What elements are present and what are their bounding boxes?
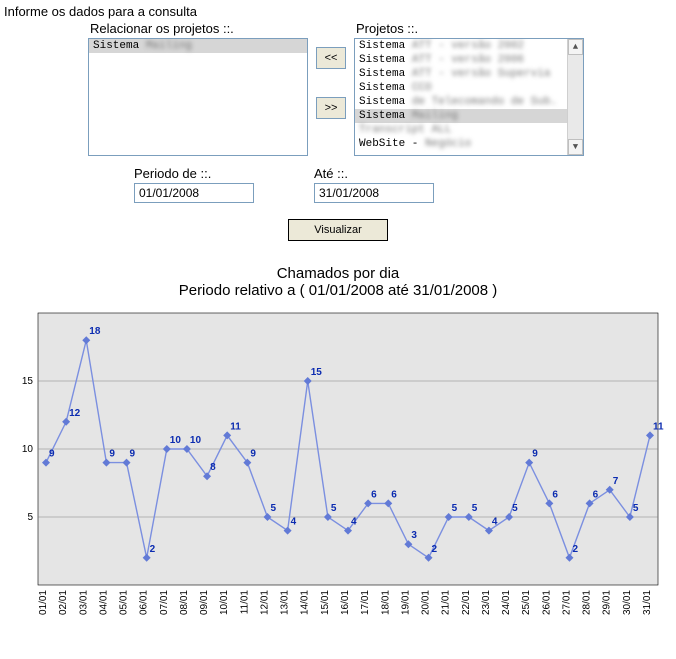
svg-text:30/01: 30/01	[622, 590, 633, 615]
svg-text:13/01: 13/01	[280, 590, 291, 615]
list-item[interactable]: Sistema CCO	[355, 81, 583, 95]
date-from-label: Periodo de ::.	[134, 166, 254, 181]
svg-text:6: 6	[391, 489, 397, 500]
svg-text:7: 7	[613, 476, 619, 487]
selected-projects-listbox[interactable]: Sistema Mailing	[88, 38, 308, 156]
list-item[interactable]: Transcript ALL	[355, 123, 583, 137]
list-item[interactable]: Sistema Mailing	[89, 39, 307, 53]
svg-text:27/01: 27/01	[561, 590, 572, 615]
svg-text:10: 10	[190, 435, 202, 446]
svg-text:28/01: 28/01	[582, 590, 593, 615]
svg-text:5: 5	[270, 503, 276, 514]
line-chart: 5 10 15 9 12 18 9 9 2 10 10 8 11 9 5 4 15 5 4 6 6 3 2 5 5 4 5 9 6 2 6 7…	[8, 305, 668, 625]
form-header: Informe os dados para a consulta	[4, 4, 672, 19]
svg-text:2: 2	[572, 544, 578, 555]
svg-text:6: 6	[552, 489, 558, 500]
svg-text:11: 11	[653, 421, 664, 432]
svg-text:11: 11	[230, 421, 241, 432]
svg-text:9: 9	[130, 449, 136, 460]
svg-text:29/01: 29/01	[602, 590, 613, 615]
svg-text:08/01: 08/01	[179, 590, 190, 615]
svg-text:9: 9	[49, 449, 55, 460]
svg-text:12: 12	[69, 408, 81, 419]
svg-text:24/01: 24/01	[501, 590, 512, 615]
svg-text:10/01: 10/01	[219, 590, 230, 615]
list-item[interactable]: Sistema Mailing	[355, 109, 583, 123]
list-item[interactable]: Sistema ATT - versão 2006	[355, 53, 583, 67]
svg-text:5: 5	[27, 512, 33, 523]
svg-text:26/01: 26/01	[541, 590, 552, 615]
list-item[interactable]: Sistema de Telecomando de Sub.	[355, 95, 583, 109]
available-projects-listbox[interactable]: Sistema ATT - versão 2002Sistema ATT - v…	[354, 38, 584, 156]
svg-text:17/01: 17/01	[360, 590, 371, 615]
right-list-label: Projetos ::.	[354, 21, 584, 36]
scroll-up-button[interactable]: ▲	[568, 39, 583, 55]
svg-text:9: 9	[250, 449, 256, 460]
svg-text:8: 8	[210, 462, 216, 473]
svg-text:3: 3	[411, 530, 417, 541]
visualizar-button[interactable]: Visualizar	[288, 219, 388, 241]
scroll-down-button[interactable]: ▼	[568, 139, 583, 155]
list-item[interactable]: Sistema ATT - versão 2002	[355, 39, 583, 53]
move-left-button[interactable]: <<	[316, 47, 346, 69]
svg-text:15: 15	[22, 376, 34, 387]
svg-text:09/01: 09/01	[199, 590, 210, 615]
svg-text:12/01: 12/01	[259, 590, 270, 615]
svg-text:05/01: 05/01	[119, 590, 130, 615]
svg-text:23/01: 23/01	[481, 590, 492, 615]
svg-text:14/01: 14/01	[300, 590, 311, 615]
svg-text:18: 18	[89, 326, 101, 337]
svg-text:25/01: 25/01	[521, 590, 532, 615]
svg-text:5: 5	[512, 503, 518, 514]
svg-text:01/01: 01/01	[38, 590, 49, 615]
svg-text:03/01: 03/01	[78, 590, 89, 615]
left-list-label: Relacionar os projetos ::.	[88, 21, 308, 36]
date-to-label: Até ::.	[314, 166, 434, 181]
chart-title: Chamados por dia	[4, 265, 672, 282]
svg-text:4: 4	[291, 517, 297, 528]
chart-subtitle: Periodo relativo a ( 01/01/2008 até 31/0…	[4, 282, 672, 299]
list-item[interactable]: Sistema ATT - versão Supervia	[355, 67, 583, 81]
svg-text:6: 6	[371, 489, 377, 500]
svg-text:19/01: 19/01	[400, 590, 411, 615]
move-right-button[interactable]: >>	[316, 97, 346, 119]
svg-text:2: 2	[150, 544, 156, 555]
svg-text:21/01: 21/01	[441, 590, 452, 615]
svg-text:04/01: 04/01	[98, 590, 109, 615]
svg-text:5: 5	[331, 503, 337, 514]
svg-text:31/01: 31/01	[642, 590, 653, 615]
svg-text:5: 5	[633, 503, 639, 514]
date-to-input[interactable]	[314, 183, 434, 203]
svg-text:10: 10	[170, 435, 182, 446]
svg-text:4: 4	[492, 517, 498, 528]
svg-text:6: 6	[593, 489, 599, 500]
svg-text:5: 5	[472, 503, 478, 514]
svg-text:22/01: 22/01	[461, 590, 472, 615]
svg-text:15: 15	[311, 367, 323, 378]
svg-text:4: 4	[351, 517, 357, 528]
svg-text:11/01: 11/01	[239, 590, 250, 615]
scrollbar[interactable]: ▲ ▼	[567, 39, 583, 155]
svg-text:06/01: 06/01	[139, 590, 150, 615]
svg-text:20/01: 20/01	[421, 590, 432, 615]
list-item[interactable]: WebSite - Negócio	[355, 137, 583, 151]
svg-text:02/01: 02/01	[58, 590, 69, 615]
svg-text:10: 10	[22, 444, 34, 455]
svg-text:15/01: 15/01	[320, 590, 331, 615]
svg-text:16/01: 16/01	[340, 590, 351, 615]
svg-text:2: 2	[432, 544, 438, 555]
svg-text:18/01: 18/01	[380, 590, 391, 615]
svg-text:07/01: 07/01	[159, 590, 170, 615]
svg-text:9: 9	[532, 449, 538, 460]
date-from-input[interactable]	[134, 183, 254, 203]
svg-text:5: 5	[452, 503, 458, 514]
svg-text:9: 9	[109, 449, 115, 460]
